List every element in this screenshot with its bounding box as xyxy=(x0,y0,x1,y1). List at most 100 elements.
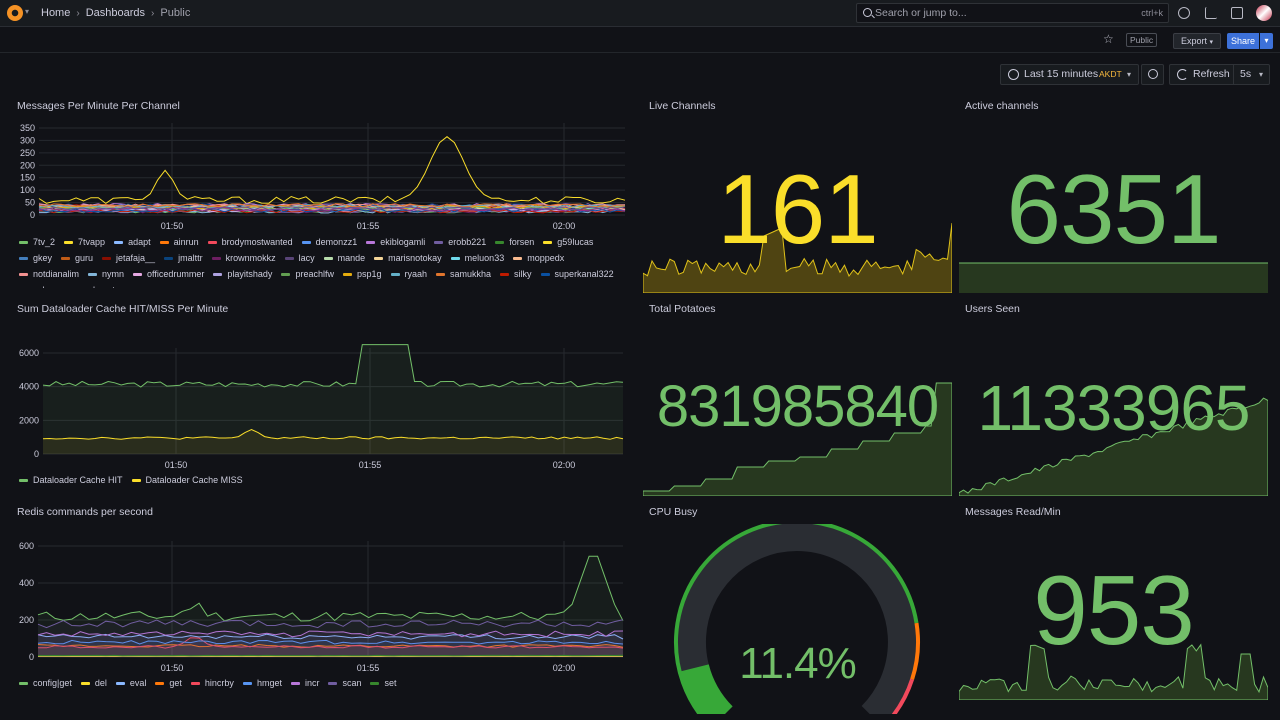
legend-item[interactable]: config|get xyxy=(19,675,72,691)
export-button[interactable]: Export ▾ xyxy=(1173,33,1221,49)
legend-swatch xyxy=(155,682,165,685)
legend-item[interactable]: gkey xyxy=(19,250,52,266)
legend-item[interactable]: adapt xyxy=(114,234,151,250)
legend-item[interactable]: playitshady xyxy=(213,266,272,282)
legend-item[interactable]: officedrummer xyxy=(133,266,204,282)
legend-item[interactable]: Dataloader Cache HIT xyxy=(19,472,123,488)
zoom-out-button[interactable] xyxy=(1141,64,1164,85)
legend-swatch xyxy=(211,257,221,260)
legend-item[interactable]: wakeuptune xyxy=(68,282,131,288)
legend-item[interactable]: eval xyxy=(115,675,146,691)
top-nav-bar: ▾ Home › Dashboards › Public Search or jump … xyxy=(0,0,1280,27)
legend-item[interactable]: nymn xyxy=(88,266,124,282)
panel-active-channels: Active channels 6351 xyxy=(959,98,1268,293)
legend-swatch xyxy=(513,257,523,260)
share-button[interactable]: Share xyxy=(1227,33,1259,49)
legend-label: nymn xyxy=(102,269,125,279)
series-area xyxy=(38,619,623,657)
legend-swatch xyxy=(19,682,28,685)
help-icon[interactable] xyxy=(1178,7,1190,19)
legend-label: demonzz1 xyxy=(315,237,358,247)
stat-value: 953 xyxy=(1033,555,1195,665)
legend-item[interactable]: krownmokkz xyxy=(211,250,276,266)
legend-label: moppedx xyxy=(527,253,565,263)
series-area xyxy=(43,344,623,454)
grafana-logo-icon[interactable] xyxy=(7,5,23,21)
legend-item[interactable]: preachlfw xyxy=(281,266,334,282)
legend-swatch xyxy=(242,682,252,685)
refresh-button[interactable]: Refresh 5s ▾ xyxy=(1169,64,1270,85)
legend-item[interactable]: samukkha xyxy=(436,266,491,282)
legend-item[interactable]: erobb221 xyxy=(434,234,486,250)
legend-item[interactable]: silky xyxy=(500,266,532,282)
time-range-picker[interactable]: Last 15 minutes AKDT ▾ xyxy=(1000,64,1139,85)
y-tick-label: 0 xyxy=(29,652,34,662)
legend-label: officedrummer xyxy=(147,269,205,279)
legend-swatch xyxy=(450,257,460,260)
panel-title: Sum Dataloader Cache HIT/MISS Per Minute xyxy=(17,303,229,315)
legend-item[interactable]: lacy xyxy=(284,250,315,266)
legend-item[interactable]: hmget xyxy=(242,675,282,691)
panel-messages-read: Messages Read/Min 953 xyxy=(959,504,1268,700)
legend-item[interactable]: 7tv_2 xyxy=(19,234,55,250)
legend-label: Dataloader Cache MISS xyxy=(145,475,243,485)
legend-item[interactable]: set xyxy=(370,675,397,691)
sparkline-area xyxy=(643,222,952,293)
kiosk-mode-icon[interactable] xyxy=(1231,7,1243,19)
share-options-chevron-icon[interactable]: ▾ xyxy=(1260,33,1273,49)
chevron-right-icon: › xyxy=(76,8,80,19)
legend-item[interactable]: notdianalim xyxy=(19,266,79,282)
legend-item[interactable]: forsen xyxy=(495,234,534,250)
sparkline xyxy=(959,643,1268,700)
legend-item[interactable]: incr xyxy=(290,675,319,691)
legend-item[interactable]: del xyxy=(80,675,107,691)
legend-label: samukkha xyxy=(450,269,492,279)
chart-legend: 7tv_2 7tvapp adapt ainrun brodymostwanted dem… xyxy=(19,234,625,288)
legend-item[interactable]: velcuz xyxy=(19,282,59,288)
legend-item[interactable]: mande xyxy=(323,250,365,266)
chart-series xyxy=(37,555,624,658)
legend-swatch xyxy=(19,257,28,260)
x-tick-label: 01:50 xyxy=(161,663,184,673)
legend-label: jetafaja__ xyxy=(116,253,156,263)
legend-item[interactable]: Dataloader Cache MISS xyxy=(131,472,243,488)
breadcrumb-dashboards[interactable]: Dashboards xyxy=(85,7,146,19)
star-icon[interactable]: ☆ xyxy=(1103,32,1114,46)
legend-label: psp1g xyxy=(356,269,382,279)
legend-item[interactable]: guru xyxy=(61,250,93,266)
series-area xyxy=(38,631,623,657)
legend-item[interactable]: moppedx xyxy=(513,250,564,266)
legend-item[interactable]: ainrun xyxy=(159,234,199,250)
panel-total-potatoes: Total Potatoes 831985840 xyxy=(643,301,952,496)
breadcrumb-home[interactable]: Home xyxy=(41,7,71,19)
legend-item[interactable]: jmalttr xyxy=(164,250,203,266)
legend-item[interactable]: demonzz1 xyxy=(301,234,358,250)
legend-item[interactable]: superkanal322 xyxy=(540,266,614,282)
x-tick-label: 02:00 xyxy=(553,460,576,470)
legend-item[interactable]: brodymostwanted xyxy=(207,234,293,250)
chevron-down-icon: ▾ xyxy=(1127,70,1132,79)
legend-item[interactable]: ekiblogamli xyxy=(366,234,425,250)
legend-swatch xyxy=(164,257,174,260)
legend-item[interactable]: 7tvapp xyxy=(64,234,105,250)
legend-item[interactable]: psp1g xyxy=(342,266,382,282)
legend-item[interactable]: hincrby xyxy=(190,675,234,691)
y-tick-label: 600 xyxy=(19,541,34,551)
legend-item[interactable]: g59lucas xyxy=(543,234,593,250)
legend-item[interactable]: ryaah xyxy=(390,266,427,282)
chevron-down-icon[interactable]: ▾ xyxy=(25,7,30,16)
legend-item[interactable]: meluon33 xyxy=(450,250,504,266)
legend-item[interactable]: get xyxy=(155,675,182,691)
legend-item[interactable]: jetafaja__ xyxy=(102,250,155,266)
stat-value: 161 xyxy=(717,154,879,264)
legend-swatch xyxy=(80,682,90,685)
search-input[interactable]: Search or jump to... ctrl+k xyxy=(856,3,1169,23)
y-tick-label: 50 xyxy=(25,198,35,208)
legend-item[interactable]: scan xyxy=(328,675,361,691)
news-feed-icon[interactable] xyxy=(1205,7,1217,19)
y-tick-label: 400 xyxy=(19,578,34,588)
legend-swatch xyxy=(19,273,28,276)
refresh-interval[interactable]: 5s xyxy=(1240,68,1252,80)
legend-item[interactable]: marisnotokay xyxy=(374,250,442,266)
user-avatar[interactable] xyxy=(1256,5,1272,21)
